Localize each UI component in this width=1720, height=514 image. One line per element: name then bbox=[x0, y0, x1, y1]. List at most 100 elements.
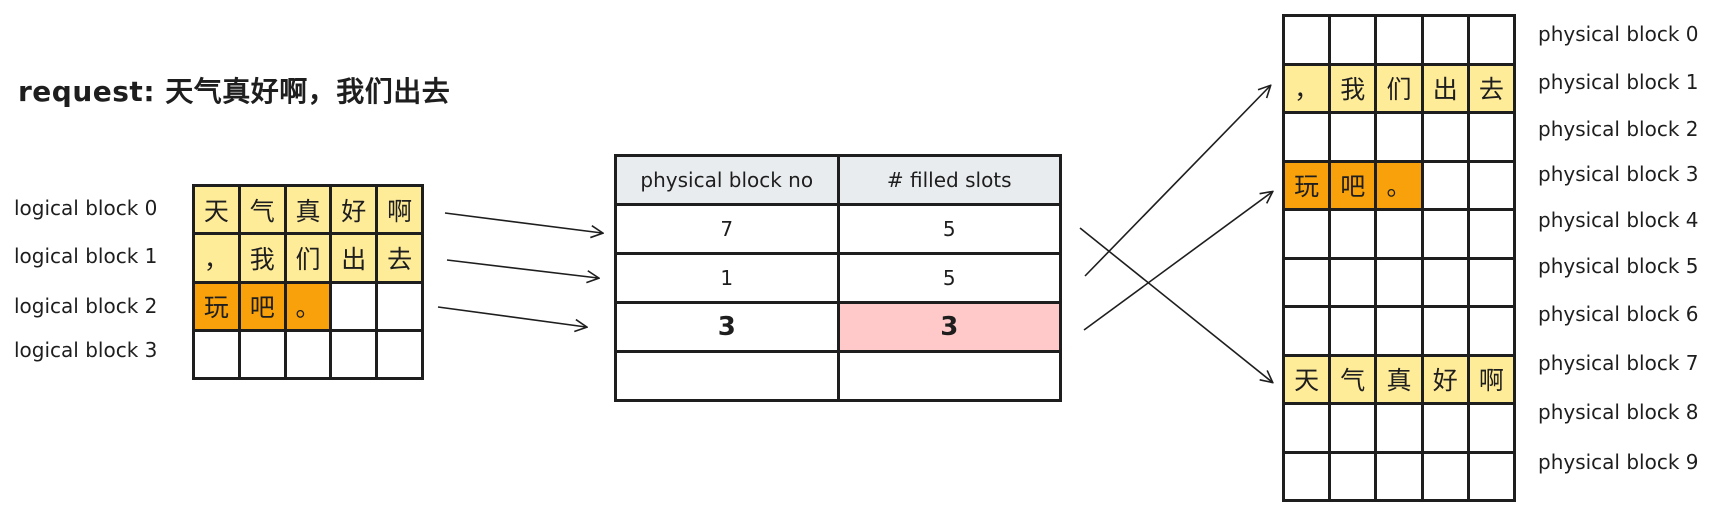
grid-cell: 天 bbox=[195, 187, 238, 233]
grid-cell bbox=[1285, 453, 1329, 499]
block-table-header-filled-slots: # filled slots bbox=[839, 157, 1059, 203]
grid-cell bbox=[240, 331, 284, 377]
grid-cell bbox=[1469, 17, 1513, 63]
block-table: physical block no # filled slots 7 5 1 5… bbox=[614, 154, 1062, 402]
grid-cell bbox=[1423, 211, 1467, 257]
grid-cell: 气 bbox=[1331, 356, 1375, 402]
grid-cell: 真 bbox=[1377, 356, 1421, 402]
grid-cell bbox=[1469, 211, 1513, 257]
grid-cell bbox=[1331, 114, 1375, 160]
physical-kv-blocks-grid: ， 我 们 出 去 玩 吧 。 天 气 真 好 啊 bbox=[1282, 14, 1516, 502]
grid-cell bbox=[332, 283, 376, 329]
request-caption: request: 天气真好啊，我们出去 bbox=[18, 70, 450, 110]
physical-block-label: physical block 0 bbox=[1538, 22, 1699, 46]
grid-cell bbox=[1377, 405, 1421, 451]
logical-block-label: logical block 3 bbox=[14, 338, 158, 362]
grid-cell bbox=[1331, 308, 1375, 354]
grid-cell: 啊 bbox=[1469, 356, 1513, 402]
grid-cell bbox=[378, 331, 421, 377]
grid-cell bbox=[1469, 259, 1513, 305]
grid-cell: 好 bbox=[1423, 356, 1467, 402]
block-table-cell: 5 bbox=[839, 255, 1059, 301]
grid-cell: 玩 bbox=[195, 283, 238, 329]
request-text: 天气真好啊，我们出去 bbox=[165, 75, 451, 108]
logical-kv-blocks-grid: 天 气 真 好 啊 ， 我 们 出 去 玩 吧 。 bbox=[192, 184, 424, 380]
block-table-cell: 7 bbox=[617, 206, 837, 252]
logical-block-label: logical block 2 bbox=[14, 294, 158, 318]
grid-cell: 吧 bbox=[240, 283, 284, 329]
grid-cell bbox=[1423, 17, 1467, 63]
grid-cell: 们 bbox=[1377, 65, 1421, 111]
grid-cell bbox=[1377, 211, 1421, 257]
grid-cell bbox=[286, 331, 330, 377]
grid-cell bbox=[1285, 17, 1329, 63]
grid-cell bbox=[1469, 162, 1513, 208]
block-table-cell: 5 bbox=[839, 206, 1059, 252]
grid-cell bbox=[1423, 259, 1467, 305]
logical-block-label: logical block 1 bbox=[14, 244, 158, 268]
grid-cell bbox=[1377, 17, 1421, 63]
grid-cell: 玩 bbox=[1285, 162, 1329, 208]
physical-block-label: physical block 8 bbox=[1538, 400, 1699, 424]
grid-cell: 啊 bbox=[378, 187, 421, 233]
grid-cell bbox=[195, 331, 238, 377]
grid-cell bbox=[1331, 17, 1375, 63]
arrow-logical-1-to-table bbox=[446, 259, 598, 278]
grid-cell bbox=[1423, 308, 1467, 354]
grid-cell: 真 bbox=[286, 187, 330, 233]
grid-cell bbox=[1423, 453, 1467, 499]
request-label: request: bbox=[18, 75, 156, 108]
grid-cell: 。 bbox=[1377, 162, 1421, 208]
grid-cell: 好 bbox=[332, 187, 376, 233]
physical-block-label: physical block 1 bbox=[1538, 70, 1699, 94]
arrow-table-row0-to-physical-7 bbox=[1079, 227, 1272, 382]
grid-cell bbox=[1331, 453, 1375, 499]
arrow-logical-2-to-table bbox=[437, 306, 586, 327]
block-table-cell bbox=[617, 353, 837, 399]
grid-cell bbox=[1469, 453, 1513, 499]
grid-cell: 气 bbox=[240, 187, 284, 233]
physical-block-label: physical block 2 bbox=[1538, 117, 1699, 141]
grid-cell bbox=[332, 331, 376, 377]
grid-cell bbox=[1285, 405, 1329, 451]
physical-block-label: physical block 9 bbox=[1538, 450, 1699, 474]
grid-cell: 天 bbox=[1285, 356, 1329, 402]
block-table-cell bbox=[839, 353, 1059, 399]
block-table-cell: 3 bbox=[617, 304, 837, 350]
grid-cell: 们 bbox=[286, 235, 330, 281]
grid-cell bbox=[1423, 114, 1467, 160]
grid-cell bbox=[1377, 308, 1421, 354]
grid-cell bbox=[1331, 405, 1375, 451]
physical-block-label: physical block 7 bbox=[1538, 351, 1699, 375]
grid-cell: 出 bbox=[332, 235, 376, 281]
grid-cell: ， bbox=[195, 235, 238, 281]
block-table-header-physical-block-no: physical block no bbox=[617, 157, 837, 203]
grid-cell bbox=[1423, 405, 1467, 451]
grid-cell bbox=[1469, 405, 1513, 451]
grid-cell bbox=[1423, 162, 1467, 208]
grid-cell: 吧 bbox=[1331, 162, 1375, 208]
grid-cell bbox=[1285, 114, 1329, 160]
physical-block-label: physical block 4 bbox=[1538, 208, 1699, 232]
grid-cell: 我 bbox=[1331, 65, 1375, 111]
arrow-logical-0-to-table bbox=[444, 212, 602, 233]
grid-cell: ， bbox=[1285, 65, 1329, 111]
grid-cell bbox=[1285, 259, 1329, 305]
grid-cell: 出 bbox=[1423, 65, 1467, 111]
grid-cell bbox=[1285, 211, 1329, 257]
arrow-table-row1-to-physical-1 bbox=[1084, 86, 1270, 277]
grid-cell: 去 bbox=[1469, 65, 1513, 111]
grid-cell: 。 bbox=[286, 283, 330, 329]
logical-block-label: logical block 0 bbox=[14, 196, 158, 220]
grid-cell: 我 bbox=[240, 235, 284, 281]
grid-cell bbox=[1377, 453, 1421, 499]
grid-cell bbox=[1285, 308, 1329, 354]
grid-cell bbox=[1331, 259, 1375, 305]
grid-cell bbox=[1377, 114, 1421, 160]
block-table-cell: 1 bbox=[617, 255, 837, 301]
physical-block-label: physical block 3 bbox=[1538, 162, 1699, 186]
grid-cell bbox=[1331, 211, 1375, 257]
physical-block-label: physical block 6 bbox=[1538, 302, 1699, 326]
grid-cell: 去 bbox=[378, 235, 421, 281]
arrow-table-row2-to-physical-3 bbox=[1083, 192, 1272, 331]
